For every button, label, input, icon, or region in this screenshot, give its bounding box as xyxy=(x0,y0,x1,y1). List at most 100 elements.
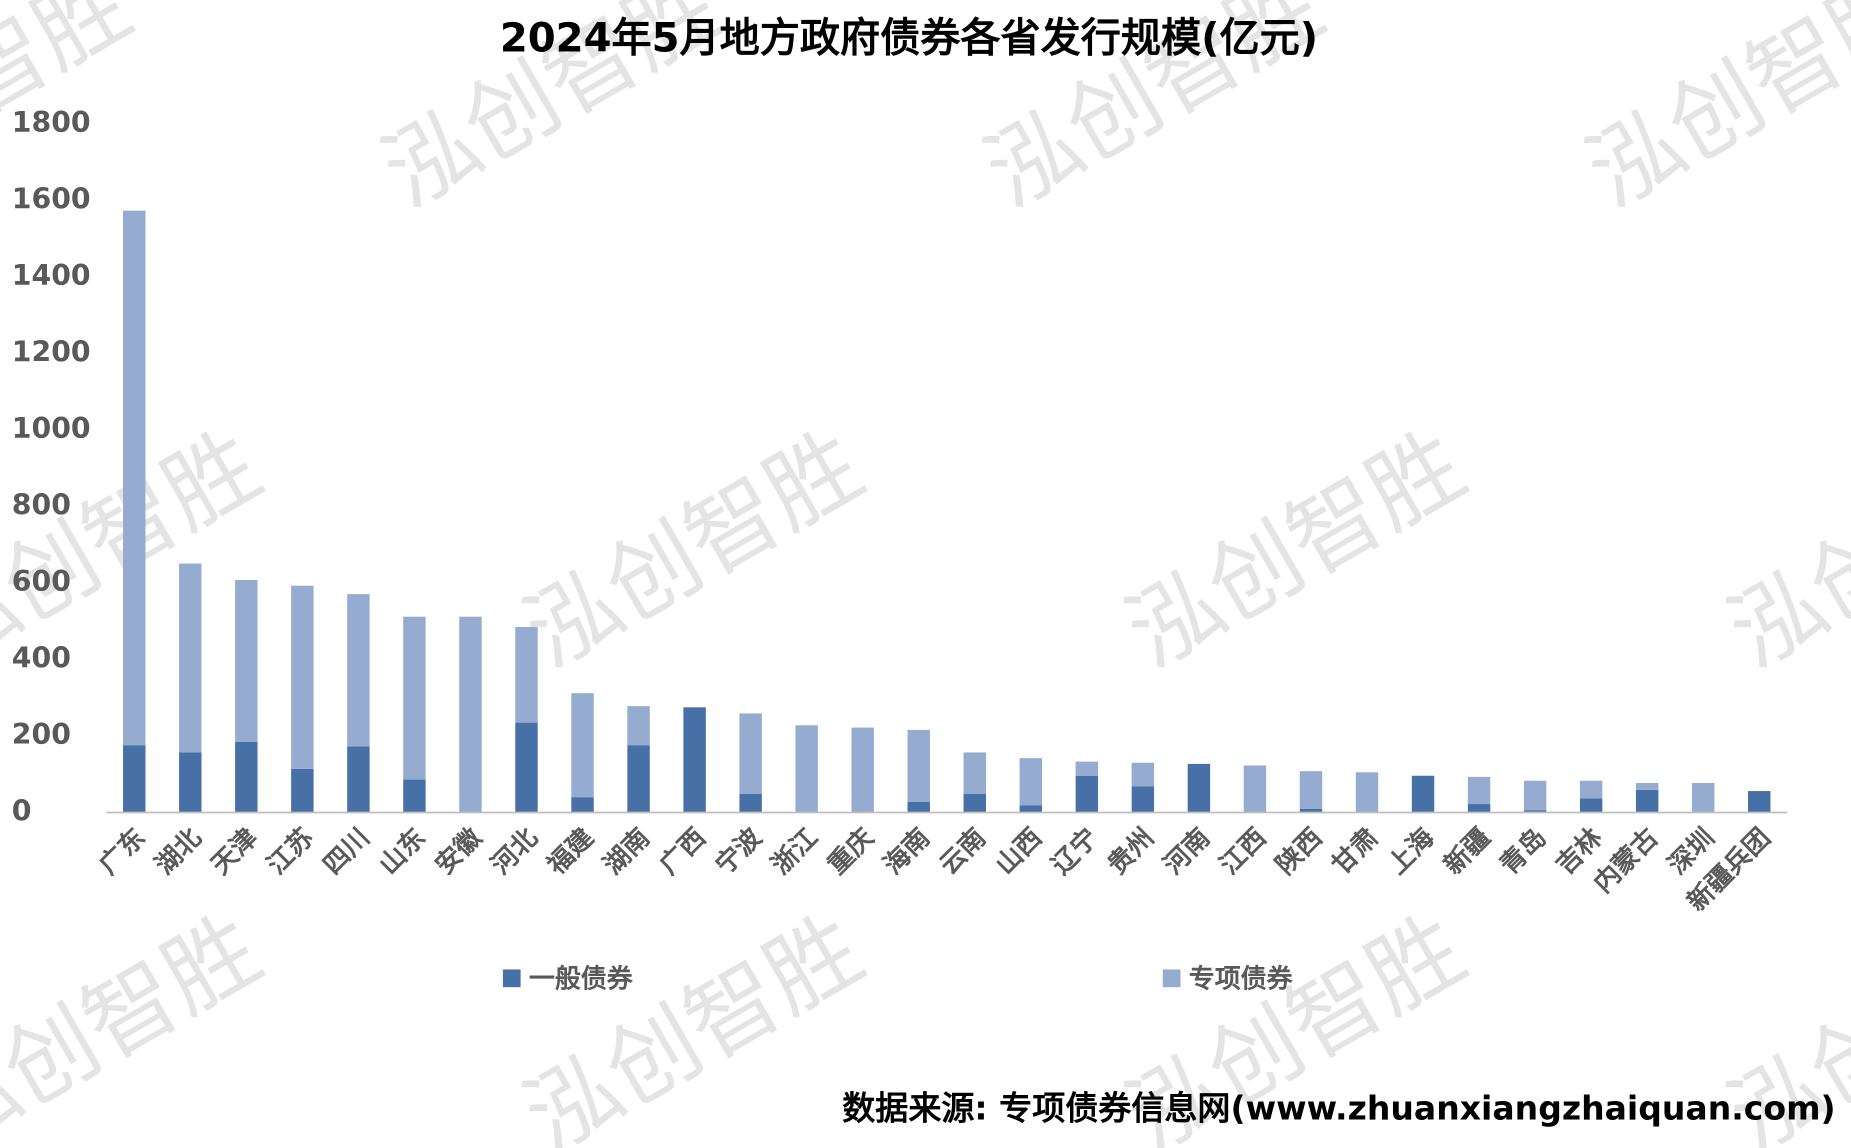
watermark: 泓创智胜 xyxy=(1570,0,1851,228)
bar-segment xyxy=(907,729,930,802)
bar-segment xyxy=(571,693,594,798)
bar-segment xyxy=(515,722,538,813)
bar-segment xyxy=(1299,771,1323,810)
x-tick-label: 甘肃 xyxy=(1326,823,1384,881)
x-tick-label: 重庆 xyxy=(821,822,880,881)
x-tick-label: 山西 xyxy=(990,823,1048,881)
x-tick-label: 贵州 xyxy=(1102,823,1160,881)
x-tick-label: 新疆 xyxy=(1438,822,1497,881)
bar-segment xyxy=(1467,804,1491,813)
y-tick-label: 400 xyxy=(12,642,71,675)
x-tick-label: 湖南 xyxy=(598,823,656,881)
bar-segment xyxy=(1467,776,1491,805)
bar-segment xyxy=(739,793,762,813)
bar-segment xyxy=(1019,805,1043,813)
bar-segment xyxy=(683,707,706,813)
bar-segment xyxy=(963,793,986,813)
x-tick-label: 海南 xyxy=(878,823,936,881)
x-tick-label: 安徽 xyxy=(430,822,489,881)
bar-segment xyxy=(123,210,146,746)
watermark: 泓创智胜 xyxy=(507,895,879,1148)
bar-segment xyxy=(627,745,650,813)
bar-segment xyxy=(1187,763,1211,813)
bar-segment xyxy=(235,579,258,742)
y-tick-label: 0 xyxy=(12,794,32,827)
y-tick-label: 600 xyxy=(12,565,71,598)
y-tick-label: 200 xyxy=(12,718,71,751)
bar-segment xyxy=(1748,791,1771,813)
bar-segment xyxy=(291,768,314,813)
y-tick-label: 800 xyxy=(12,489,71,522)
x-tick-label: 上海 xyxy=(1382,823,1440,881)
bar-segment xyxy=(1635,783,1659,790)
bar-segment xyxy=(907,801,930,813)
bar-segment xyxy=(795,725,818,813)
legend-swatch xyxy=(1162,969,1181,988)
watermark: 泓创智胜 xyxy=(0,895,278,1148)
y-tick-label: 1200 xyxy=(12,336,91,369)
bar-segment xyxy=(851,727,874,813)
bar-segment xyxy=(515,627,538,723)
source-note: 数据来源: 专项债券信息网(www.zhuanxiangzhaiquan.com… xyxy=(842,1088,1835,1127)
watermark: 泓创智胜 xyxy=(1109,411,1481,688)
bar-segment xyxy=(1691,783,1715,813)
x-tick-label: 江西 xyxy=(1214,823,1272,881)
bar-segment xyxy=(739,713,762,794)
x-tick-label: 广西 xyxy=(654,823,712,881)
watermark: 泓创智胜 xyxy=(507,411,879,688)
x-tick-label: 江苏 xyxy=(262,823,320,881)
bar-segment xyxy=(403,616,426,780)
y-tick-label: 1800 xyxy=(12,106,91,139)
x-tick-label: 辽宁 xyxy=(1046,822,1105,881)
x-tick-label: 河南 xyxy=(1158,823,1216,881)
bar-segment xyxy=(1075,775,1099,813)
x-tick-label: 浙江 xyxy=(766,823,824,881)
x-tick-label: 云南 xyxy=(934,823,992,881)
x-tick-label: 广东 xyxy=(93,822,152,881)
x-tick-label: 河北 xyxy=(486,823,544,881)
bar-segment xyxy=(459,616,482,813)
bar-segment xyxy=(1635,789,1659,813)
x-tick-label: 福建 xyxy=(541,823,600,882)
x-tick-label: 湖北 xyxy=(150,823,208,881)
x-tick-label: 天津 xyxy=(206,823,264,881)
y-tick-label: 1600 xyxy=(12,183,91,216)
bar-segment xyxy=(571,797,594,813)
bar-segment xyxy=(1579,798,1603,813)
y-tick-label: 1000 xyxy=(12,412,91,445)
bar-segment xyxy=(627,706,650,746)
bar-segment xyxy=(1355,772,1379,813)
bar-segment xyxy=(1411,775,1435,813)
x-tick-label: 四川 xyxy=(318,823,376,881)
bar-segment xyxy=(1243,765,1267,813)
x-tick-label: 宁波 xyxy=(709,821,768,880)
x-tick-label: 青岛 xyxy=(1494,822,1553,881)
x-tick-label: 内蒙古 xyxy=(1588,823,1664,899)
bar-segment xyxy=(291,585,314,769)
watermark: 泓创智胜 xyxy=(1711,411,1851,688)
bar-segment xyxy=(1579,780,1603,799)
bar-segment xyxy=(403,779,426,813)
bar-segment xyxy=(1299,809,1323,813)
x-tick-label: 陕西 xyxy=(1270,823,1328,881)
legend-label: 一般债券 xyxy=(529,965,634,995)
bar-segment xyxy=(1523,810,1547,813)
bar-segment xyxy=(1523,780,1547,811)
bar-segment xyxy=(1131,762,1155,787)
bar-segment xyxy=(347,594,370,747)
x-tick-label: 山东 xyxy=(373,822,432,881)
bar-segment xyxy=(963,752,986,794)
chart-title: 2024年5月地方政府债券各省发行规模(亿元) xyxy=(500,15,1318,61)
y-tick-label: 1400 xyxy=(12,259,91,292)
bar-segment xyxy=(235,741,258,813)
bar-segment xyxy=(347,746,370,813)
legend-swatch xyxy=(502,969,521,988)
bar-segment xyxy=(1131,786,1155,813)
bar-segment xyxy=(1019,758,1043,806)
bar-segment xyxy=(179,752,202,813)
legend-label: 专项债券 xyxy=(1189,965,1294,995)
bar-segment xyxy=(123,745,146,813)
